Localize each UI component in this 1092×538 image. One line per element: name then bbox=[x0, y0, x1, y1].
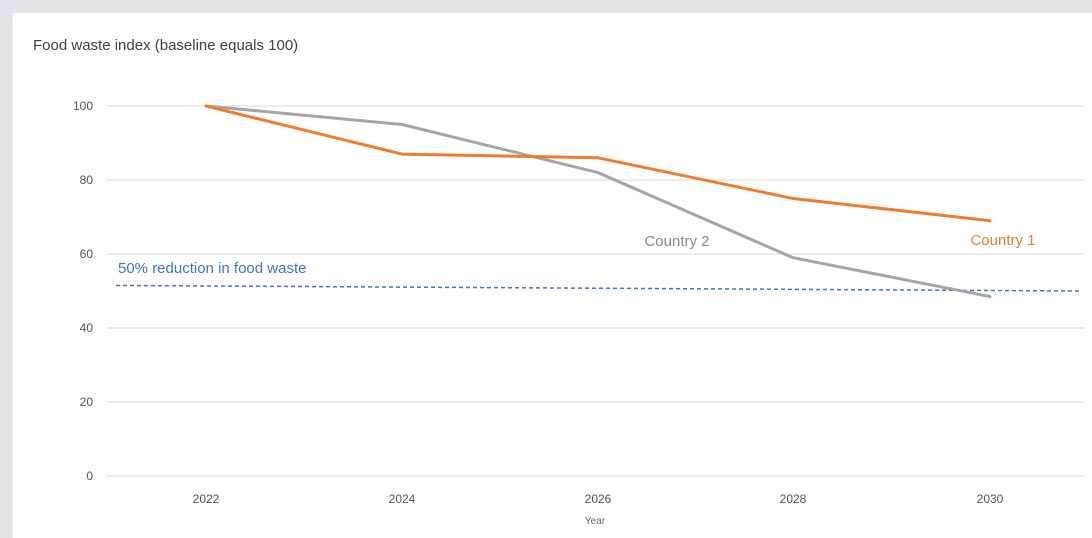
x-tick-label: 2022 bbox=[193, 492, 220, 506]
x-axis-ticks: 2022 2024 2026 2028 2030 bbox=[193, 492, 1004, 506]
chart-panel: Food waste index (baseline equals 100) 0… bbox=[13, 13, 1092, 538]
line-chart: Food waste index (baseline equals 100) 0… bbox=[33, 37, 1084, 527]
x-axis-label: Year bbox=[585, 516, 606, 527]
x-tick-label: 2030 bbox=[977, 492, 1004, 506]
y-tick-label: 100 bbox=[73, 99, 93, 113]
y-tick-label: 40 bbox=[80, 321, 94, 335]
x-tick-label: 2028 bbox=[780, 492, 807, 506]
series-line-2 bbox=[204, 104, 992, 299]
series-label-1: Country 1 bbox=[970, 232, 1035, 249]
y-tick-label: 60 bbox=[80, 247, 94, 261]
series-group: Country 1 Country 2 bbox=[204, 104, 1036, 299]
y-axis-ticks: 0 20 40 60 80 100 bbox=[73, 99, 93, 483]
series-label-2: Country 2 bbox=[644, 233, 709, 250]
chart-title: Food waste index (baseline equals 100) bbox=[33, 37, 298, 54]
y-tick-label: 20 bbox=[80, 395, 94, 409]
gridlines bbox=[107, 105, 1084, 477]
x-tick-label: 2026 bbox=[585, 492, 612, 506]
reference-line-group: 50% reduction in food waste bbox=[115, 260, 1082, 292]
y-tick-label: 80 bbox=[80, 173, 94, 187]
y-tick-label: 0 bbox=[86, 469, 93, 483]
x-tick-label: 2024 bbox=[389, 492, 416, 506]
reference-line-label: 50% reduction in food waste bbox=[118, 260, 306, 277]
series-line-1 bbox=[204, 104, 992, 223]
